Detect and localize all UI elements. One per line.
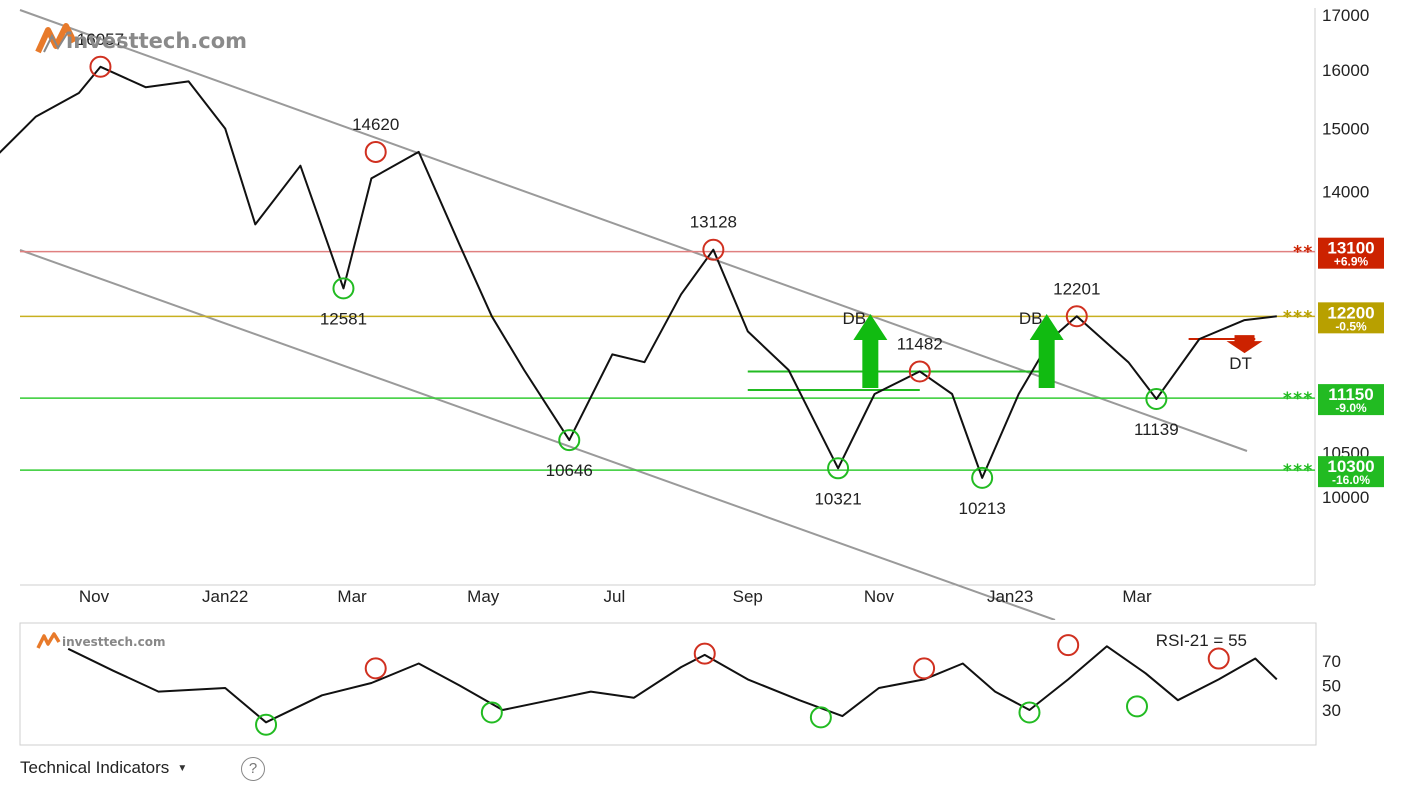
rsi-top-marker-1 xyxy=(693,642,716,665)
extreme-label-4: 10646 xyxy=(546,461,593,480)
x-tick-label-7: Jan23 xyxy=(987,587,1033,606)
extreme-label-7: 10213 xyxy=(959,499,1006,518)
x-tick-label-6: Nov xyxy=(864,587,895,606)
rsi-bottom-marker-3 xyxy=(1018,701,1041,724)
support-resistance-levels xyxy=(20,250,1315,471)
plot-frame xyxy=(20,8,1316,586)
rsi-y-tick-label-0: 30 xyxy=(1322,701,1341,720)
extreme-marker-6 xyxy=(908,360,931,383)
y-tick-label-0: 10000 xyxy=(1322,488,1369,507)
pattern-arrow-up-1 xyxy=(1029,313,1064,388)
level-badge-3 xyxy=(1318,456,1384,488)
level-badge-2 xyxy=(1318,384,1384,416)
level-change-0: +6.9% xyxy=(1334,255,1369,269)
level-stars-2: *** xyxy=(1282,389,1313,409)
extreme-label-6: 11482 xyxy=(897,334,943,353)
price-chart: 16057 14620 12581 13128 10646 10321 11482 10213… xyxy=(0,6,1384,620)
y-tick-label-2: 14000 xyxy=(1322,182,1369,201)
x-tick-label-1: Jan22 xyxy=(202,587,248,606)
rsi-top-marker-2 xyxy=(913,657,936,680)
level-change-2: -9.0% xyxy=(1335,401,1367,415)
extreme-marker-7 xyxy=(971,466,994,489)
x-axis: Nov Jan22 Mar May Jul Sep Nov Jan23 Mar xyxy=(79,587,1152,606)
rsi-bottom-marker-1 xyxy=(480,701,503,724)
price-line xyxy=(0,65,1277,479)
level-change-3: -16.0% xyxy=(1332,473,1370,487)
extreme-label-0: 16057 xyxy=(77,30,124,49)
level-stars-0: ** xyxy=(1293,243,1313,263)
pattern-label-0: DB xyxy=(843,309,867,328)
rsi-bottom-marker-2 xyxy=(809,706,832,729)
pattern-arrows: DB DB DT xyxy=(843,309,1263,388)
rsi-brand-logo: investtech.com xyxy=(36,632,165,649)
extreme-marker-8 xyxy=(1065,305,1088,328)
extreme-marker-9 xyxy=(1145,388,1168,411)
pattern-arrow-down-2 xyxy=(1226,335,1263,354)
rsi-markers xyxy=(255,634,1230,736)
rsi-top-marker-3 xyxy=(1057,634,1080,657)
rsi-y-tick-label-2: 70 xyxy=(1322,652,1341,671)
investtech-small-logo-icon xyxy=(36,632,61,649)
extreme-label-8: 12201 xyxy=(1053,279,1100,298)
rsi-brand-text: investtech.com xyxy=(62,635,165,649)
extreme-label-3: 13128 xyxy=(690,213,737,232)
extreme-marker-3 xyxy=(702,238,725,261)
pattern-arrow-up-0 xyxy=(853,313,888,388)
rsi-series xyxy=(67,645,1278,724)
extreme-label-1: 14620 xyxy=(352,115,399,134)
brand-text: investtech.com xyxy=(66,29,247,53)
rsi-frame xyxy=(19,622,1317,746)
extreme-marker-1 xyxy=(364,140,387,163)
rsi-title: RSI-21 = 55 xyxy=(1156,631,1247,650)
level-badge-0 xyxy=(1318,237,1384,269)
rsi-top-marker-4 xyxy=(1207,647,1230,670)
lower-channel-line xyxy=(19,249,1056,620)
level-value-3: 10300 xyxy=(1327,457,1374,476)
extreme-marker-0 xyxy=(89,55,112,78)
extreme-marker-2 xyxy=(332,277,355,300)
pattern-label-2: DT xyxy=(1229,354,1252,373)
rsi-y-tick-label-1: 50 xyxy=(1322,677,1341,696)
level-value-1: 12200 xyxy=(1327,303,1374,322)
x-tick-label-3: May xyxy=(467,587,500,606)
rsi-bottom-marker-0 xyxy=(255,713,278,736)
extreme-label-9: 11139 xyxy=(1134,420,1179,439)
rsi-y-axis: 30 50 70 xyxy=(1322,652,1341,720)
pattern-lines xyxy=(747,337,1256,391)
x-tick-label-4: Jul xyxy=(604,587,626,606)
technical-indicators-label: Technical Indicators xyxy=(20,758,170,777)
extreme-label-2: 12581 xyxy=(320,309,367,328)
price-series xyxy=(0,65,1277,479)
brand-logo: investtech.com xyxy=(35,23,247,54)
upper-channel-line xyxy=(19,9,1248,452)
toolbar: Technical Indicators ▼ xyxy=(20,754,187,782)
extreme-markers: 16057 14620 12581 13128 10646 10321 11482 10213… xyxy=(77,30,1179,518)
level-labels: ** 13100+6.9% *** 12200-0.5% *** 11150-9.0% **… xyxy=(1282,237,1384,488)
level-stars-1: *** xyxy=(1282,307,1313,327)
caret-down-icon: ▼ xyxy=(177,762,188,774)
rsi-top-marker-0 xyxy=(364,657,387,680)
pattern-label-1: DB xyxy=(1019,309,1043,328)
level-value-0: 13100 xyxy=(1327,239,1374,258)
level-change-1: -0.5% xyxy=(1335,319,1367,333)
extreme-label-5: 10321 xyxy=(814,489,861,508)
y-tick-label-5: 17000 xyxy=(1322,6,1369,25)
level-badge-1 xyxy=(1318,302,1384,334)
help-icon[interactable]: ? xyxy=(241,757,265,781)
x-tick-label-8: Mar xyxy=(1122,587,1152,606)
extreme-marker-5 xyxy=(827,457,850,480)
rsi-bottom-marker-4 xyxy=(1126,695,1148,718)
x-tick-label-0: Nov xyxy=(79,587,110,606)
y-tick-label-4: 16000 xyxy=(1322,61,1369,80)
level-value-2: 11150 xyxy=(1328,385,1373,404)
extreme-marker-4 xyxy=(558,429,581,452)
investtech-logo-icon xyxy=(35,23,77,54)
technical-indicators-button[interactable]: Technical Indicators ▼ xyxy=(20,758,187,778)
level-stars-3: *** xyxy=(1282,461,1313,481)
x-tick-label-5: Sep xyxy=(733,587,763,606)
rsi-line xyxy=(67,645,1278,724)
y-tick-label-3: 15000 xyxy=(1322,120,1369,139)
x-tick-label-2: Mar xyxy=(337,587,367,606)
